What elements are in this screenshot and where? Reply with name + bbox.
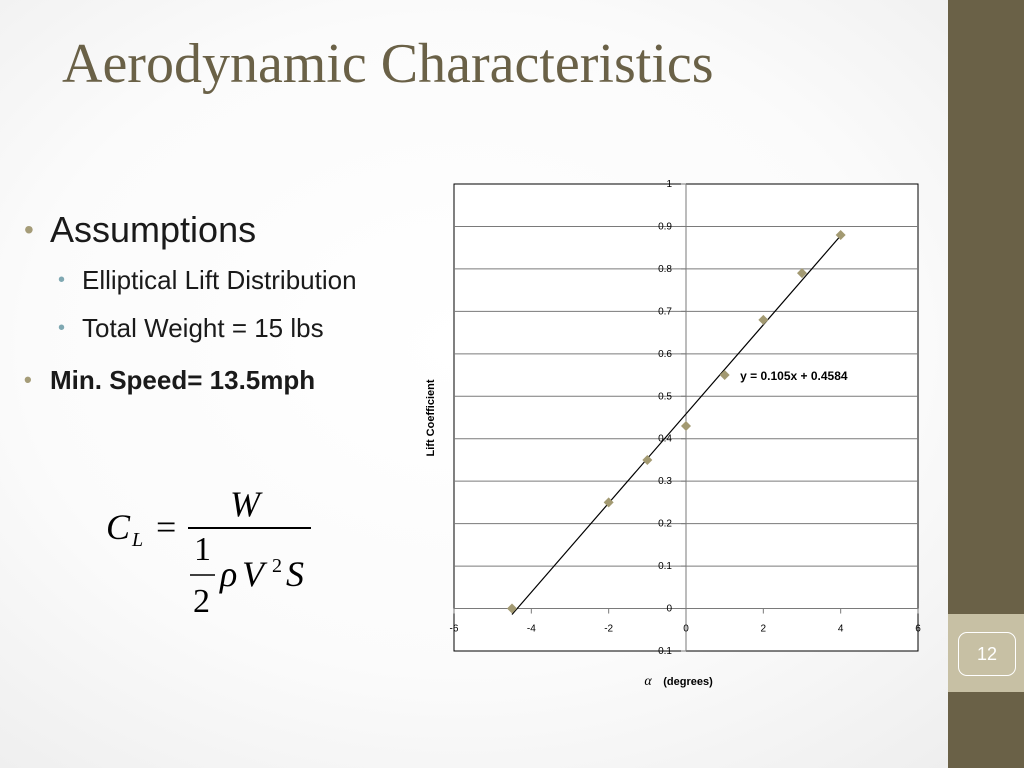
formula-numerator: W (230, 484, 263, 524)
trendline (511, 235, 842, 615)
y-tick-label: -0.1 (655, 646, 673, 657)
x-tick-label: -4 (527, 624, 536, 635)
y-tick-label: 0.5 (658, 391, 672, 402)
y-tick-label: 0.2 (658, 519, 672, 530)
formula-v-exponent: 2 (272, 555, 282, 577)
page-number-box: 12 (948, 614, 1024, 692)
y-tick-label: 1 (666, 179, 672, 190)
x-tick-label: 4 (838, 624, 844, 635)
x-axis-label: (degrees) (663, 676, 713, 688)
y-tick-label: 0.4 (658, 434, 672, 445)
x-tick-label: 6 (915, 624, 921, 635)
data-point-marker (835, 229, 846, 240)
data-point-marker (507, 603, 517, 614)
bullet-text: Min. Speed= 13.5mph (50, 365, 316, 395)
y-tick-label: 0 (666, 604, 672, 615)
trendline-equation-label: y = 0.105x + 0.4584 (740, 369, 848, 383)
slide-title: Aerodynamic Characteristics (62, 33, 714, 95)
bullet-assumptions: • Assumptions (24, 204, 444, 256)
formula-s: S (286, 554, 304, 594)
x-tick-label: 2 (761, 624, 767, 635)
bullet-min-speed: • Min. Speed= 13.5mph (24, 356, 444, 404)
page-number: 12 (976, 643, 998, 664)
lift-coefficient-formula: C L = W 1 2 ρ V 2 S (106, 484, 311, 620)
data-point-marker (797, 268, 807, 279)
y-tick-label: 0.1 (658, 561, 672, 572)
formula-half-numerator: 1 (194, 531, 211, 568)
bullet-elliptical-lift: • Elliptical Lift Distribution (24, 256, 444, 304)
trendline-group: y = 0.105x + 0.4584 (511, 235, 848, 615)
y-tick-label: 0.6 (658, 349, 672, 360)
y-tick-label: 0.8 (658, 264, 672, 275)
bullet-text: Total Weight = 15 lbs (82, 313, 324, 343)
bullet-list: • Assumptions • Elliptical Lift Distribu… (24, 200, 444, 404)
bullet-text: Assumptions (50, 209, 257, 250)
bullet-dot-icon: • (58, 269, 66, 291)
y-tick-label: 0.9 (658, 221, 672, 232)
formula-v: V (242, 554, 268, 594)
formula-equals: = (156, 507, 176, 547)
data-points (507, 229, 846, 614)
data-point-marker (642, 454, 653, 465)
formula-half-denominator: 2 (193, 583, 210, 620)
y-tick-label: 0.7 (658, 306, 672, 317)
data-point-marker (603, 497, 614, 508)
y-tick-label: 0.3 (658, 476, 672, 487)
formula-cl: C (106, 507, 131, 547)
x-tick-label: -6 (450, 624, 459, 635)
bullet-dot-icon: • (24, 367, 32, 392)
y-axis-label: Lift Coefficient (425, 379, 437, 456)
x-axis-label-symbol: α (644, 674, 652, 689)
tick-labels: -0.1 0 0.1 0.2 0.3 0.4 0.5 0.6 0.7 0.8 0.9 1 -6 -4 -2 0… (450, 179, 922, 657)
x-tick-label: 0 (683, 624, 689, 635)
axes (453, 183, 919, 652)
data-point-marker (681, 420, 691, 431)
data-point-marker (719, 370, 730, 381)
bullet-total-weight: • Total Weight = 15 lbs (24, 304, 444, 352)
bullet-dot-icon: • (24, 214, 34, 245)
formula-rho: ρ (219, 554, 237, 594)
formula-cl-subscript: L (131, 529, 143, 551)
x-tick-label: -2 (604, 624, 613, 635)
page-number-frame: 12 (958, 632, 1016, 676)
data-point-marker (758, 314, 769, 325)
bullet-dot-icon: • (58, 317, 66, 339)
bullet-text: Elliptical Lift Distribution (82, 265, 357, 295)
